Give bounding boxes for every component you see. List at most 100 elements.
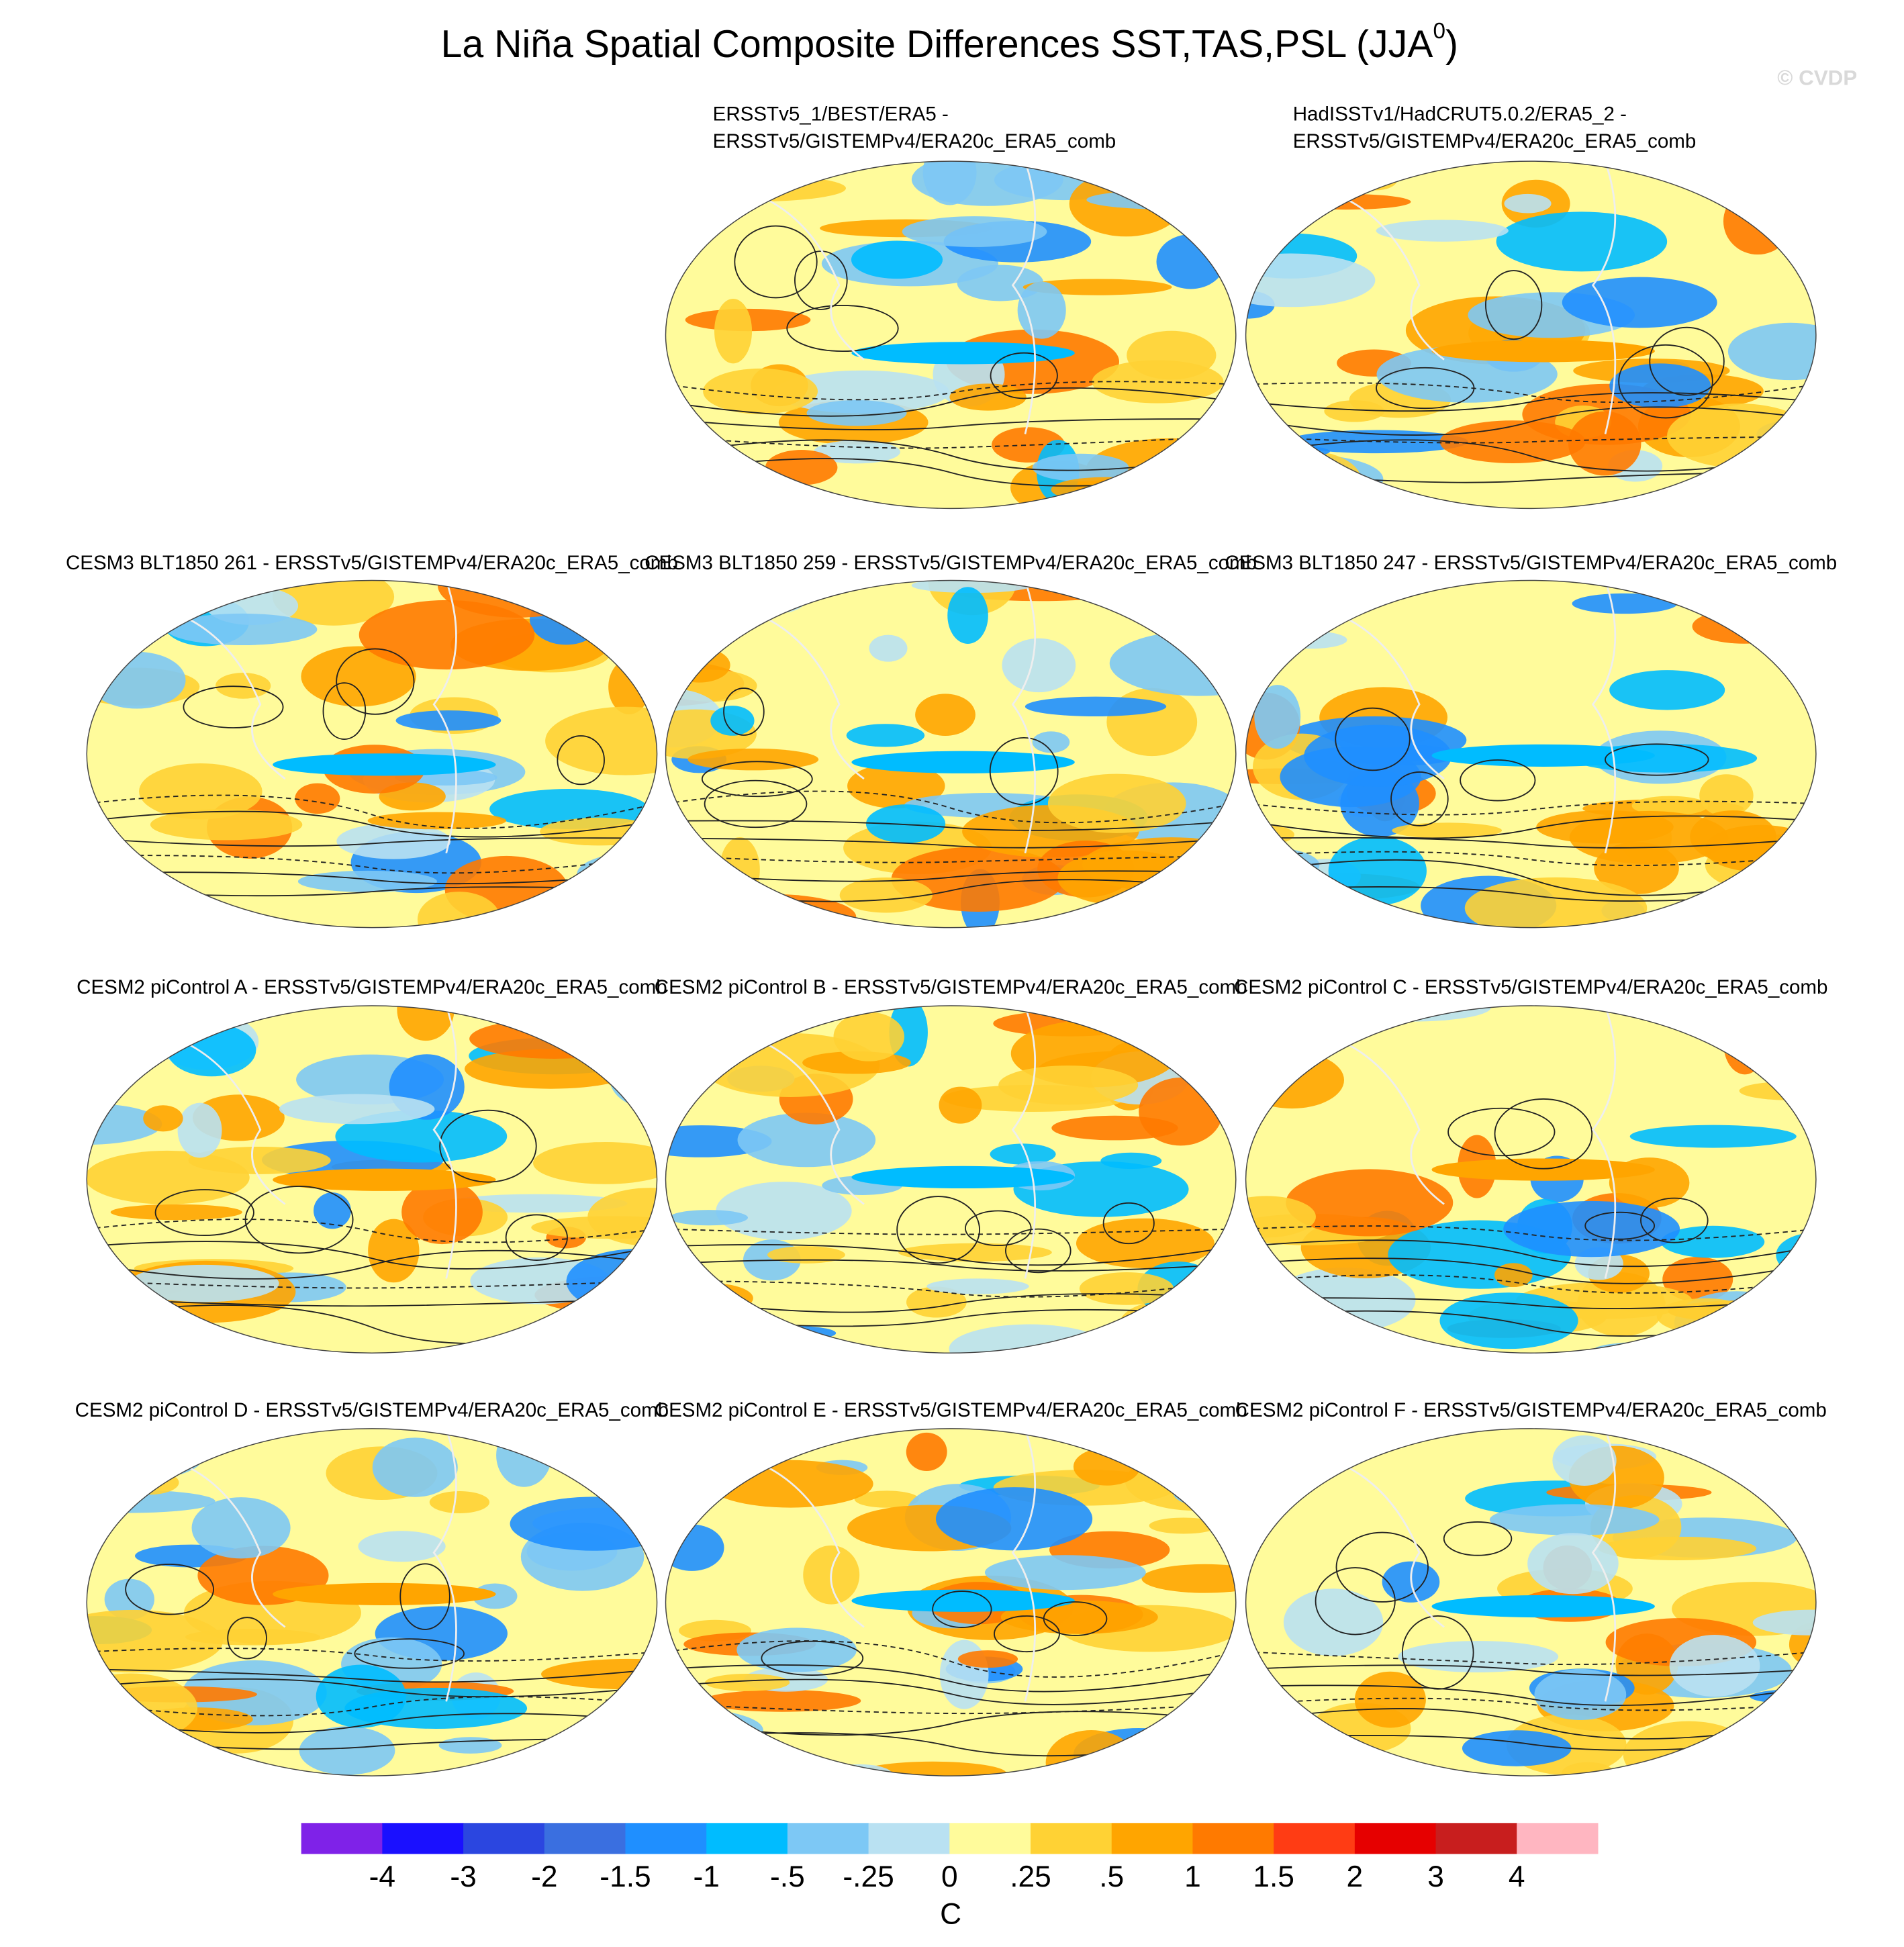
colorbar-box (625, 1823, 707, 1854)
anomaly-patch (533, 1141, 657, 1184)
anomaly-patch (596, 1719, 657, 1776)
anomaly-patch (984, 1555, 1146, 1590)
anomaly-patch (665, 1524, 724, 1571)
anomaly-patch (1504, 193, 1552, 213)
anomaly-patch (851, 342, 1075, 365)
anomaly-patch (1489, 1504, 1660, 1535)
coastline (1344, 1428, 1617, 1702)
anomaly-patch (1245, 1719, 1296, 1763)
psl-contour (87, 794, 657, 829)
anomaly-patch (1192, 1265, 1236, 1333)
anomaly-patch (1609, 363, 1711, 408)
psl-contour (227, 1617, 267, 1660)
psl-contour (665, 439, 1236, 471)
figure-title: La Niña Spatial Composite Differences SS… (441, 19, 1458, 66)
anomaly-patch (1127, 161, 1206, 205)
panel-title: HadISSTv1/HadCRUT5.0.2/ERA5_2 - (1293, 103, 1627, 126)
anomaly-patch (1713, 1010, 1799, 1061)
anomaly-patch (806, 400, 907, 426)
anomaly-patch (553, 1429, 657, 1450)
psl-contour (1102, 1202, 1155, 1245)
anomaly-patch (1106, 161, 1236, 181)
map-field (1245, 161, 1816, 509)
anomaly-patch (1161, 475, 1236, 509)
psl-contour (1485, 270, 1543, 340)
psl-contour (154, 1189, 254, 1237)
anomaly-patch (1328, 836, 1427, 906)
anomaly-patch (143, 1105, 183, 1132)
anomaly-patch (1763, 1277, 1809, 1300)
anomaly-patch (529, 593, 603, 645)
anomaly-patch (939, 1640, 989, 1709)
anomaly-patch (786, 161, 860, 175)
anomaly-patch (1431, 340, 1655, 363)
map-panel: CESM3 BLT1850 261 - ERSSTv5/GISTEMPv4/ER… (66, 552, 678, 929)
anomaly-patch (1002, 638, 1076, 693)
anomaly-patch (429, 1491, 490, 1513)
anomaly-patch (1723, 188, 1793, 255)
map-panel: CESM2 piControl E - ERSSTv5/GISTEMPv4/ER… (655, 1399, 1247, 1776)
anomaly-patch (902, 216, 1047, 247)
psl-contour (87, 837, 657, 847)
psl-contour (87, 1648, 657, 1662)
colorbar-box (382, 1823, 464, 1854)
title-sup: 0 (1433, 19, 1445, 44)
map-outline (665, 160, 1237, 510)
coastline (1344, 161, 1617, 434)
anomaly-patch (1594, 1340, 1758, 1354)
psl-contour (761, 1640, 864, 1676)
map-panel: CESM2 piControl C - ERSSTv5/GISTEMPv4/ER… (1234, 976, 1827, 1354)
map-outline (1245, 1428, 1817, 1776)
anomaly-patch (1439, 420, 1586, 463)
anomaly-patch (541, 1658, 657, 1690)
psl-contour (1649, 326, 1725, 396)
anomaly-patch (1552, 1435, 1617, 1486)
anomaly-patch (949, 1324, 1110, 1354)
anomaly-patch (1047, 773, 1186, 833)
anomaly-patch (846, 724, 925, 747)
coastline (764, 1006, 1037, 1279)
anomaly-patch (1431, 1595, 1655, 1618)
anomaly-patch (906, 1286, 967, 1318)
map-outline (665, 1005, 1237, 1354)
map-panel: CESM3 BLT1850 259 - ERSSTv5/GISTEMPv4/ER… (645, 552, 1257, 929)
colorbar-box (868, 1823, 950, 1854)
coastline (764, 580, 1037, 854)
anomaly-patch (1562, 277, 1717, 328)
psl-contour (990, 352, 1058, 399)
panel-title: CESM2 piControl D - ERSSTv5/GISTEMPv4/ER… (75, 1399, 669, 1421)
psl-contour (1390, 771, 1449, 826)
psl-contour (1245, 1274, 1816, 1294)
coastline (185, 580, 457, 854)
anomaly-patch (1254, 685, 1301, 749)
anomaly-patch (279, 1094, 435, 1125)
anomaly-patch (714, 298, 753, 364)
colorbar-box (1435, 1823, 1517, 1854)
anomaly-patch (1022, 279, 1172, 295)
anomaly-patch (1623, 1721, 1754, 1776)
psl-contour (505, 1214, 568, 1261)
anomaly-patch (1109, 630, 1236, 696)
anomaly-patch (601, 1049, 657, 1096)
watermark: © CVDP (1777, 66, 1857, 90)
psl-contour (557, 735, 605, 786)
psl-contour (1401, 1615, 1474, 1690)
psl-contour (87, 1696, 657, 1717)
map-outline (1245, 160, 1817, 510)
psl-contour (439, 1109, 537, 1183)
anomaly-patch (372, 1437, 458, 1497)
anomaly-patch (87, 1490, 216, 1513)
anomaly-patch (1494, 1263, 1533, 1288)
psl-contour (989, 737, 1059, 806)
map-panel: CESM2 piControl A - ERSSTv5/GISTEMPv4/ER… (77, 976, 667, 1354)
map-outline (665, 579, 1237, 929)
psl-contour (183, 685, 284, 728)
anomaly-patch (1245, 454, 1384, 504)
anomaly-patch (1156, 234, 1225, 289)
anomaly-patch (705, 1674, 790, 1691)
psl-contour (665, 1228, 1236, 1235)
anomaly-patch (1304, 724, 1452, 787)
anomaly-patch (598, 597, 657, 614)
map-panel: CESM2 piControl B - ERSSTv5/GISTEMPv4/ER… (655, 976, 1247, 1354)
